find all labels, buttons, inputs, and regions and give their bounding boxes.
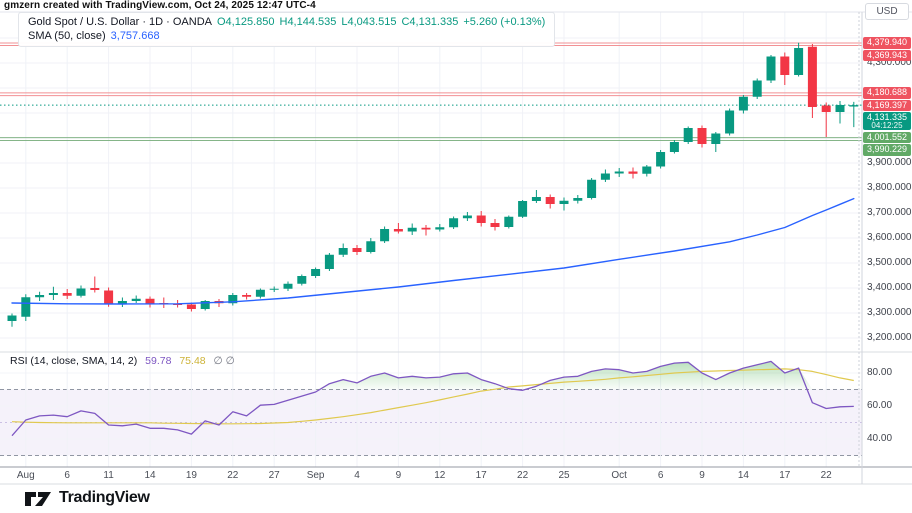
rsi-line xyxy=(11,360,854,437)
rsi-tick-label: 40.00 xyxy=(867,433,893,444)
time-tick-label: Aug xyxy=(16,470,35,481)
price-level-label: 4,001.552 xyxy=(863,131,911,144)
time-tick-label: 27 xyxy=(268,470,280,481)
time-tick-label: 19 xyxy=(185,470,197,481)
price-level-label: 3,990.229 xyxy=(863,144,911,156)
rsi-legend-label[interactable]: RSI (14, close, SMA, 14, 2) xyxy=(10,355,138,367)
time-gridlines xyxy=(25,12,827,467)
price-tick-label: 3,300.000 xyxy=(867,307,912,318)
rsi-legend: RSI (14, close, SMA, 14, 2) 59.78 75.48 … xyxy=(10,355,240,367)
bar-countdown: 04:12:25 xyxy=(871,121,903,131)
price-axis[interactable] xyxy=(862,12,912,484)
legend-high-value: H4,144.535 xyxy=(279,16,337,28)
currency-toggle-button[interactable]: USD xyxy=(865,3,909,20)
time-tick-label: 9 xyxy=(699,470,705,481)
symbol-title[interactable]: Gold Spot / U.S. Dollar · 1D · OANDA xyxy=(28,16,212,28)
rsi-overbought-fill xyxy=(12,361,854,390)
rsi-ma-line xyxy=(11,368,854,425)
time-tick-label: 22 xyxy=(517,470,529,481)
candlesticks xyxy=(7,42,859,327)
tradingview-logo-text: TradingView xyxy=(59,489,150,506)
rsi-ma-value: 75.48 xyxy=(179,355,206,367)
price-tick-label: 3,700.000 xyxy=(867,207,912,218)
time-tick-label: 6 xyxy=(64,470,70,481)
tradingview-logo[interactable]: TradingView xyxy=(24,489,150,507)
chart-legend: Gold Spot / U.S. Dollar · 1D · OANDA O4,… xyxy=(18,12,556,47)
time-tick-label: 6 xyxy=(657,470,664,481)
sma-50-line xyxy=(11,197,855,305)
price-level-label: 4,379.940 xyxy=(863,37,911,49)
time-tick-label: 4 xyxy=(354,470,360,481)
attribution-text: gmzern created with TradingView.com, Oct… xyxy=(4,0,316,11)
time-tick-label: 17 xyxy=(779,470,791,481)
price-tick-label: 3,800.000 xyxy=(867,182,912,193)
rsi-tick-label: 80.00 xyxy=(867,367,893,378)
time-tick-label: 9 xyxy=(395,470,402,481)
sma-legend-label[interactable]: SMA (50, close) xyxy=(28,30,106,42)
time-tick-label: 12 xyxy=(434,470,446,481)
price-tick-label: 4,300.000 xyxy=(867,57,912,68)
price-tick-label: 3,600.000 xyxy=(867,232,912,243)
sma-legend-value: 3,757.668 xyxy=(110,30,160,42)
time-tick-label: 11 xyxy=(103,470,114,481)
legend-open-value: O4,125.850 xyxy=(217,16,275,28)
time-tick-label: 14 xyxy=(144,470,156,481)
price-tick-label: 3,500.000 xyxy=(867,257,912,268)
time-tick-label: 22 xyxy=(227,470,239,481)
legend-low-value: L4,043.515 xyxy=(341,16,397,28)
price-tick-label: 3,200.000 xyxy=(867,332,912,343)
legend-close-value: C4,131.335 xyxy=(401,16,459,28)
rsi-hidden-values: ∅ ∅ xyxy=(213,355,235,367)
tradingview-logo-icon xyxy=(25,491,51,506)
price-tick-label: 3,900.000 xyxy=(867,157,912,168)
price-tick-label: 3,400.000 xyxy=(867,282,912,293)
time-tick-label: Oct xyxy=(611,470,627,481)
price-gridlines xyxy=(0,37,862,339)
last-price-label: 4,131.335 04:12:25 xyxy=(863,112,911,131)
legend-change-value: +5.260 (+0.13%) xyxy=(463,16,546,28)
price-level-label: 4,169.397 xyxy=(863,99,911,112)
rsi-value: 59.78 xyxy=(145,355,172,367)
price-level-label: 4,369.943 xyxy=(863,49,911,62)
time-tick-label: Sep xyxy=(306,470,325,481)
time-tick-label: 22 xyxy=(820,470,832,481)
time-tick-label: 17 xyxy=(475,470,487,481)
price-level-label: 4,180.688 xyxy=(863,87,911,99)
rsi-tick-label: 60.00 xyxy=(867,400,893,411)
time-tick-label: 25 xyxy=(558,470,570,481)
time-tick-label: 14 xyxy=(737,470,749,481)
